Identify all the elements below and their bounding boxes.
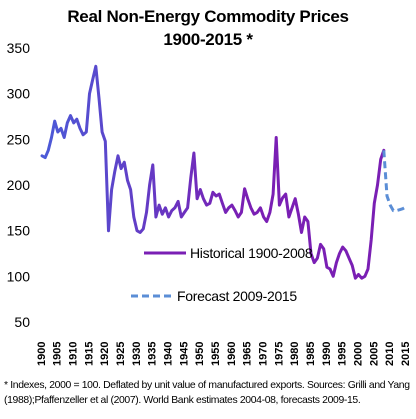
x-tick-label: 1940 [163, 342, 175, 366]
y-tick-label: 250 [7, 131, 31, 147]
x-tick-label: 1995 [337, 342, 349, 366]
x-tick-label: 1910 [68, 342, 80, 366]
legend: Historical 1900-2008 Forecast 2009-2015 [131, 245, 313, 304]
x-tick-label: 1935 [147, 342, 159, 366]
y-tick-label: 150 [7, 223, 31, 239]
y-tick-label: 300 [7, 86, 31, 102]
series-historical-line [40, 64, 386, 280]
legend-historical-label: Historical 1900-2008 [190, 245, 313, 261]
x-tick-label: 1965 [242, 342, 254, 366]
legend-forecast-label: Forecast 2009-2015 [177, 288, 297, 304]
y-tick-label: 200 [7, 177, 31, 193]
x-tick-label: 1945 [178, 342, 190, 366]
x-tick-label: 1920 [99, 342, 111, 366]
x-tick-label: 1980 [289, 342, 301, 366]
x-tick-label: 1900 [36, 342, 48, 366]
x-tick-label: 1915 [83, 342, 95, 366]
x-tick-label: 1905 [52, 342, 64, 366]
x-tick-label: 1990 [321, 342, 333, 366]
x-tick-label: 1950 [194, 342, 206, 366]
x-tick-label: 2000 [352, 342, 364, 366]
series-forecast-line [382, 150, 407, 213]
x-tick-label: 2015 [400, 342, 412, 366]
x-tick-label: 1930 [131, 342, 143, 366]
y-tick-label: 50 [14, 314, 30, 330]
x-tick-label: 1960 [226, 342, 238, 366]
chart-title-line1: Real Non-Energy Commodity Prices [67, 7, 349, 26]
x-axis: 1900 1905 1910 1915 1920 1925 1930 1935 1940 1945… [36, 342, 412, 366]
footnote: * Indexes, 2000 = 100. Deflated by unit … [4, 380, 410, 406]
x-tick-label: 1955 [210, 342, 222, 366]
y-tick-label: 100 [7, 268, 31, 284]
x-tick-label: 2010 [384, 342, 396, 366]
chart-title-line2: 1900-2015 * [163, 30, 253, 49]
x-tick-label: 2005 [368, 342, 380, 366]
series-layer [40, 64, 407, 280]
x-tick-label: 1925 [115, 342, 127, 366]
y-axis: 50 100 150 200 250 300 350 [7, 40, 31, 330]
chart-title: Real Non-Energy Commodity Prices 1900-20… [0, 5, 416, 51]
y-tick-label: 350 [7, 40, 31, 56]
x-tick-label: 1975 [273, 342, 285, 366]
x-tick-label: 1970 [257, 342, 269, 366]
x-tick-label: 1985 [305, 342, 317, 366]
